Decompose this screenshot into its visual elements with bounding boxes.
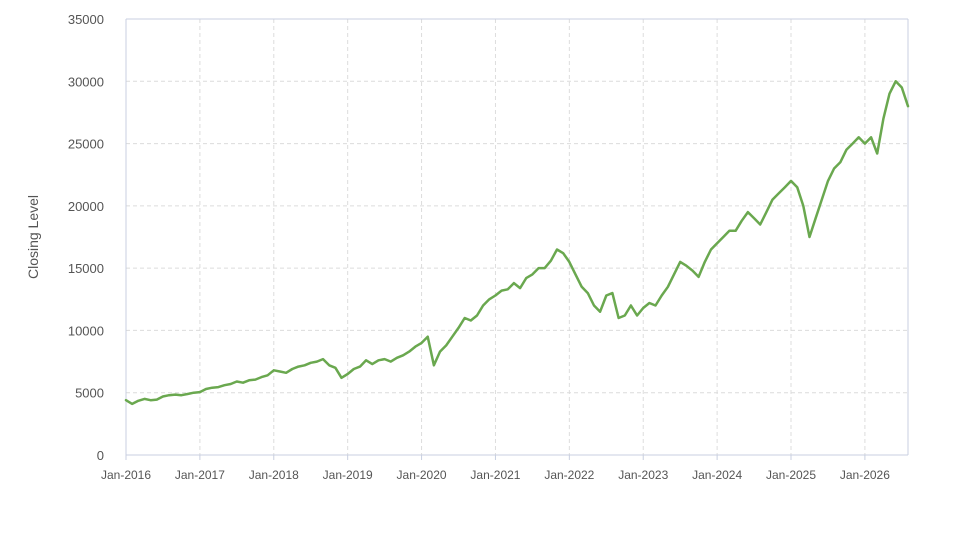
x-tick-label: Jan-2022 <box>544 468 594 482</box>
y-tick-label: 10000 <box>68 323 104 338</box>
y-tick-label: 0 <box>97 448 104 463</box>
y-tick-label: 5000 <box>75 386 104 401</box>
series-line <box>124 80 910 406</box>
x-tick-label: Jan-2018 <box>249 468 299 482</box>
axes <box>125 18 909 456</box>
x-tick-label: Jan-2017 <box>175 468 225 482</box>
series-group <box>124 80 910 406</box>
x-tick-label: Jan-2023 <box>618 468 668 482</box>
y-tick-label: 25000 <box>68 137 104 152</box>
y-tick-label: 30000 <box>68 74 104 89</box>
x-tick-label: Jan-2024 <box>692 468 742 482</box>
y-axis-ticks: 0 5000 10000 15000 20000 25000 30000 35000 <box>68 12 104 463</box>
y-axis-title: Closing Level <box>25 195 41 279</box>
y-tick-label: 15000 <box>68 261 104 276</box>
x-tick-label: Jan-2026 <box>840 468 890 482</box>
x-tick-label: Jan-2021 <box>470 468 520 482</box>
y-tick-label: 35000 <box>68 12 104 27</box>
x-tick-label: Jan-2019 <box>323 468 373 482</box>
x-tick-label: Jan-2025 <box>766 468 816 482</box>
x-axis-ticks: Jan-2016 Jan-2017 Jan-2018 Jan-2019 Jan-2020… <box>101 455 890 482</box>
x-tick-label: Jan-2016 <box>101 468 151 482</box>
grid <box>126 18 908 455</box>
x-tick-label: Jan-2020 <box>397 468 447 482</box>
y-tick-label: 20000 <box>68 199 104 214</box>
